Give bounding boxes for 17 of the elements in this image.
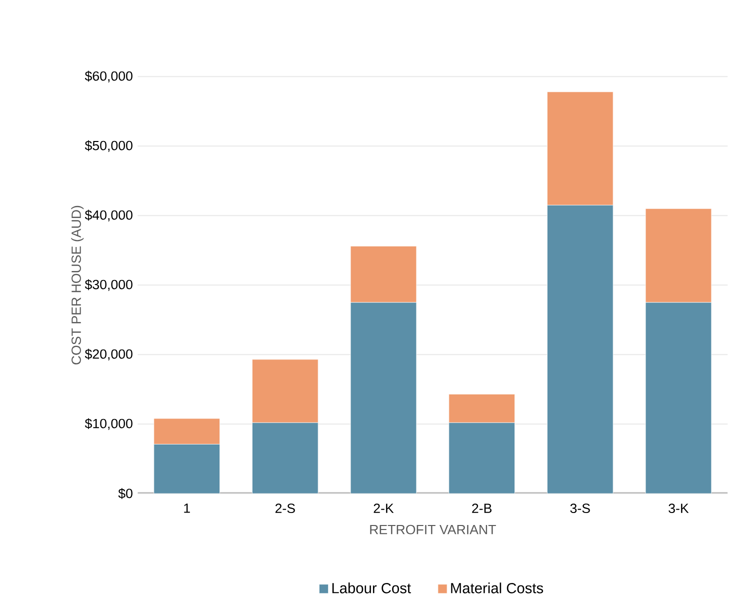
y-tick-label: $0	[118, 488, 132, 500]
x-tick-label: 2-K	[374, 504, 394, 514]
y-tick-label: $40,000	[84, 210, 132, 222]
x-tick-label: 3-K	[668, 504, 689, 514]
y-tick-label: $20,000	[84, 349, 132, 361]
x-tick-label: 2-S	[275, 504, 295, 514]
x-axis-title: RETROFIT VARIANT	[370, 525, 496, 535]
x-tick-label: 3-S	[570, 504, 590, 514]
y-tick-label: $50,000	[84, 140, 132, 152]
legend-label: Material Costs	[451, 582, 544, 594]
y-tick-label: $60,000	[84, 71, 132, 83]
legend-label: Labour Cost	[332, 582, 411, 594]
x-tick-label: 1	[184, 504, 190, 514]
y-tick-label: $10,000	[84, 418, 132, 430]
y-tick-label: $30,000	[84, 280, 132, 292]
y-axis-title: COST PER HOUSE (AUD)	[71, 206, 84, 365]
x-tick-label: 2-B	[472, 504, 492, 514]
